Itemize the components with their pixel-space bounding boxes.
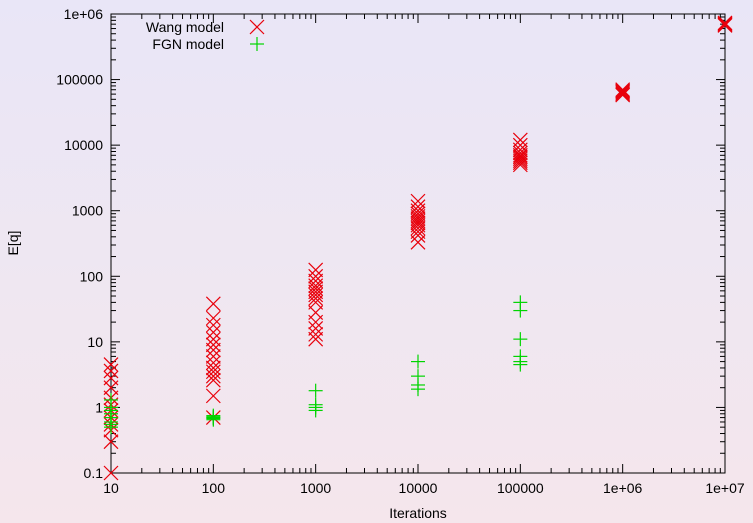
axis-ticks: [110, 13, 726, 474]
fgn-point: [513, 295, 528, 310]
y-tick-label: 100000: [56, 72, 103, 88]
fgn-point: [513, 332, 528, 347]
fgn-point: [411, 369, 425, 384]
wang-point: [512, 137, 528, 153]
series-wang: [103, 15, 733, 481]
wang-point: [308, 262, 324, 278]
wang-point: [205, 331, 221, 347]
x-tick-label: 10: [103, 480, 119, 496]
wang-point: [205, 388, 221, 404]
wang-point: [205, 310, 221, 326]
wang-point: [615, 87, 631, 103]
wang-point: [410, 211, 426, 226]
wang-point: [205, 372, 221, 388]
wang-point: [308, 321, 324, 336]
x-axis-label: Iterations: [389, 505, 447, 521]
y-tick-label: 0.1: [84, 465, 104, 481]
wang-point: [410, 224, 426, 240]
wang-point: [205, 360, 221, 376]
y-tick-label: 100: [80, 268, 104, 284]
wang-point: [615, 86, 631, 102]
wang-point: [205, 355, 221, 371]
legend-marker: [250, 37, 264, 51]
wang-point: [512, 153, 528, 169]
y-tick-label: 1e+06: [64, 6, 104, 22]
fgn-point: [308, 383, 323, 398]
wang-point: [205, 296, 221, 312]
wang-point: [205, 337, 221, 353]
wang-point: [103, 357, 119, 373]
wang-point: [308, 281, 324, 296]
x-tick-label: 1e+07: [705, 480, 745, 496]
wang-point: [205, 368, 221, 384]
wang-point: [615, 84, 631, 100]
axis-tick-labels: 10 100 1000 10000 100000 1e+06 1e+07 0.1 1 10 100 1…: [56, 6, 745, 496]
wang-point: [512, 132, 528, 148]
x-tick-label: 1000: [300, 480, 331, 496]
wang-point: [103, 370, 119, 386]
x-tick-label: 100: [202, 480, 226, 496]
wang-point: [308, 331, 324, 347]
wang-point: [615, 83, 631, 99]
fgn-point: [411, 354, 425, 369]
wang-point: [103, 434, 119, 450]
y-tick-label: 10: [87, 334, 103, 350]
legend-label: Wang model: [146, 19, 224, 35]
wang-point: [205, 342, 221, 358]
wang-point: [308, 268, 324, 284]
wang-point: [410, 206, 426, 222]
series-fgn: [104, 295, 528, 435]
fgn-point: [104, 392, 118, 407]
x-tick-label: 100000: [497, 480, 544, 496]
wang-point: [410, 199, 426, 215]
legend-label: FGN model: [152, 36, 224, 52]
x-tick-label: 1e+06: [603, 480, 643, 496]
y-tick-label: 1: [95, 399, 103, 415]
y-tick-label: 10000: [64, 137, 103, 153]
data-points: [103, 15, 733, 481]
wang-point: [103, 465, 119, 481]
y-tick-label: 1000: [72, 203, 103, 219]
plot-frame: [110, 13, 726, 474]
wang-point: [308, 284, 324, 300]
wang-point: [410, 234, 426, 250]
wang-point: [615, 82, 631, 98]
legend-marker: [249, 19, 265, 35]
wang-point: [308, 326, 324, 342]
y-axis-label: E[q]: [5, 231, 21, 256]
wang-point: [308, 273, 324, 289]
wang-point: [717, 15, 733, 31]
wang-point: [205, 324, 221, 340]
fgn-point: [513, 349, 528, 364]
wang-point: [512, 145, 528, 161]
wang-point: [308, 294, 324, 310]
wang-point: [512, 149, 528, 165]
wang-point: [205, 348, 221, 364]
plot-area-border: [110, 13, 726, 474]
x-tick-label: 10000: [399, 480, 438, 496]
wang-point: [103, 363, 119, 379]
wang-point: [205, 317, 221, 333]
fgn-point: [308, 397, 323, 412]
wang-point: [410, 193, 426, 209]
fgn-point: [206, 408, 221, 423]
